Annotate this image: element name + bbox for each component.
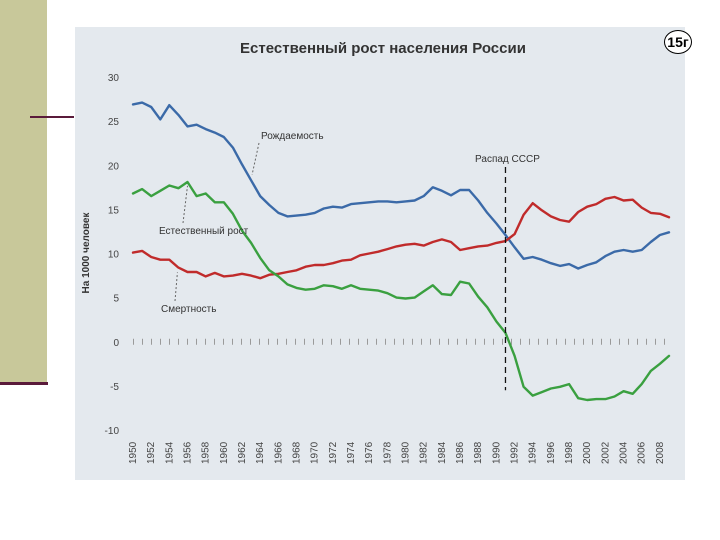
annotation-mortality: Смертность	[161, 304, 216, 315]
x-tick-label: 1992	[510, 441, 521, 464]
y-tick-label: 10	[108, 250, 120, 261]
x-tick-label: 1990	[491, 441, 502, 464]
annotation-ussr-collapse: Распад СССР	[475, 154, 540, 165]
annotation-natural-growth: Естественный рост	[159, 226, 249, 237]
x-tick-label: 2004	[619, 441, 630, 464]
x-tick-label: 2008	[655, 441, 666, 464]
y-tick-label: 20	[108, 161, 120, 172]
series-line-0	[131, 101, 671, 270]
x-tick-label: 1982	[419, 441, 430, 464]
x-tick-label: 1994	[528, 441, 539, 464]
x-tick-label: 1968	[292, 441, 303, 464]
x-tick-label: 1970	[310, 441, 321, 464]
annotation-natural-growth-leader	[182, 185, 189, 224]
y-tick-label: 30	[108, 73, 120, 84]
x-tick-label: 2002	[600, 441, 611, 464]
y-tick-label: 15	[108, 205, 120, 216]
x-tick-label: 1984	[437, 441, 448, 464]
chart-panel: Естественный рост населения России На 100…	[75, 27, 685, 480]
y-tick-label: -10	[105, 426, 120, 437]
y-tick-label: 5	[113, 294, 119, 305]
x-tick-label: 1964	[255, 441, 266, 464]
annotation-birth-rate: Рождаемость	[261, 131, 324, 142]
x-tick-label: 1956	[183, 441, 194, 464]
x-tick-label: 1978	[382, 441, 393, 464]
x-tick-label: 1952	[146, 441, 157, 464]
series-line-1	[131, 195, 671, 280]
x-tick-label: 1950	[128, 441, 139, 464]
accent-line-bottom	[0, 382, 48, 385]
x-tick-label: 1988	[473, 441, 484, 464]
slide-number-badge: 15г	[664, 30, 692, 54]
y-axis-label: На 1000 человек	[81, 212, 92, 294]
x-tick-label: 2006	[637, 441, 648, 464]
x-tick-label: 1954	[164, 441, 175, 464]
chart-title: Естественный рост населения России	[240, 40, 526, 57]
x-tick-label: 1974	[346, 441, 357, 464]
series-line-2	[131, 180, 671, 402]
x-tick-label: 1976	[364, 441, 375, 464]
y-tick-label: 0	[113, 338, 119, 349]
x-tick-label: 1960	[219, 441, 230, 464]
x-tick-label: 1998	[564, 441, 575, 464]
accent-line-top	[30, 116, 74, 118]
x-tick-label: 1996	[546, 441, 557, 464]
x-tick-label: 1972	[328, 441, 339, 464]
x-tick-label: 1966	[273, 441, 284, 464]
x-tick-label: 1962	[237, 441, 248, 464]
slide-sidebar	[0, 0, 47, 383]
annotation-mortality-leader	[174, 272, 178, 302]
chart: Естественный рост населения России На 100…	[81, 40, 671, 464]
y-tick-label: 25	[108, 117, 120, 128]
annotation-birth-rate-leader	[251, 142, 260, 175]
x-tick-label: 1980	[401, 441, 412, 464]
x-tick-label: 1958	[201, 441, 212, 464]
x-tick-label: 2000	[582, 441, 593, 464]
y-tick-label: -5	[110, 382, 119, 393]
x-tick-label: 1986	[455, 441, 466, 464]
